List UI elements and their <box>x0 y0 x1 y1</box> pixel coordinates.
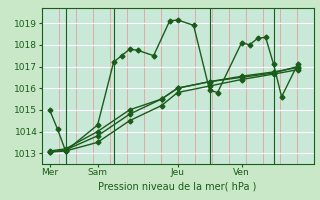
X-axis label: Pression niveau de la mer( hPa ): Pression niveau de la mer( hPa ) <box>99 181 257 191</box>
